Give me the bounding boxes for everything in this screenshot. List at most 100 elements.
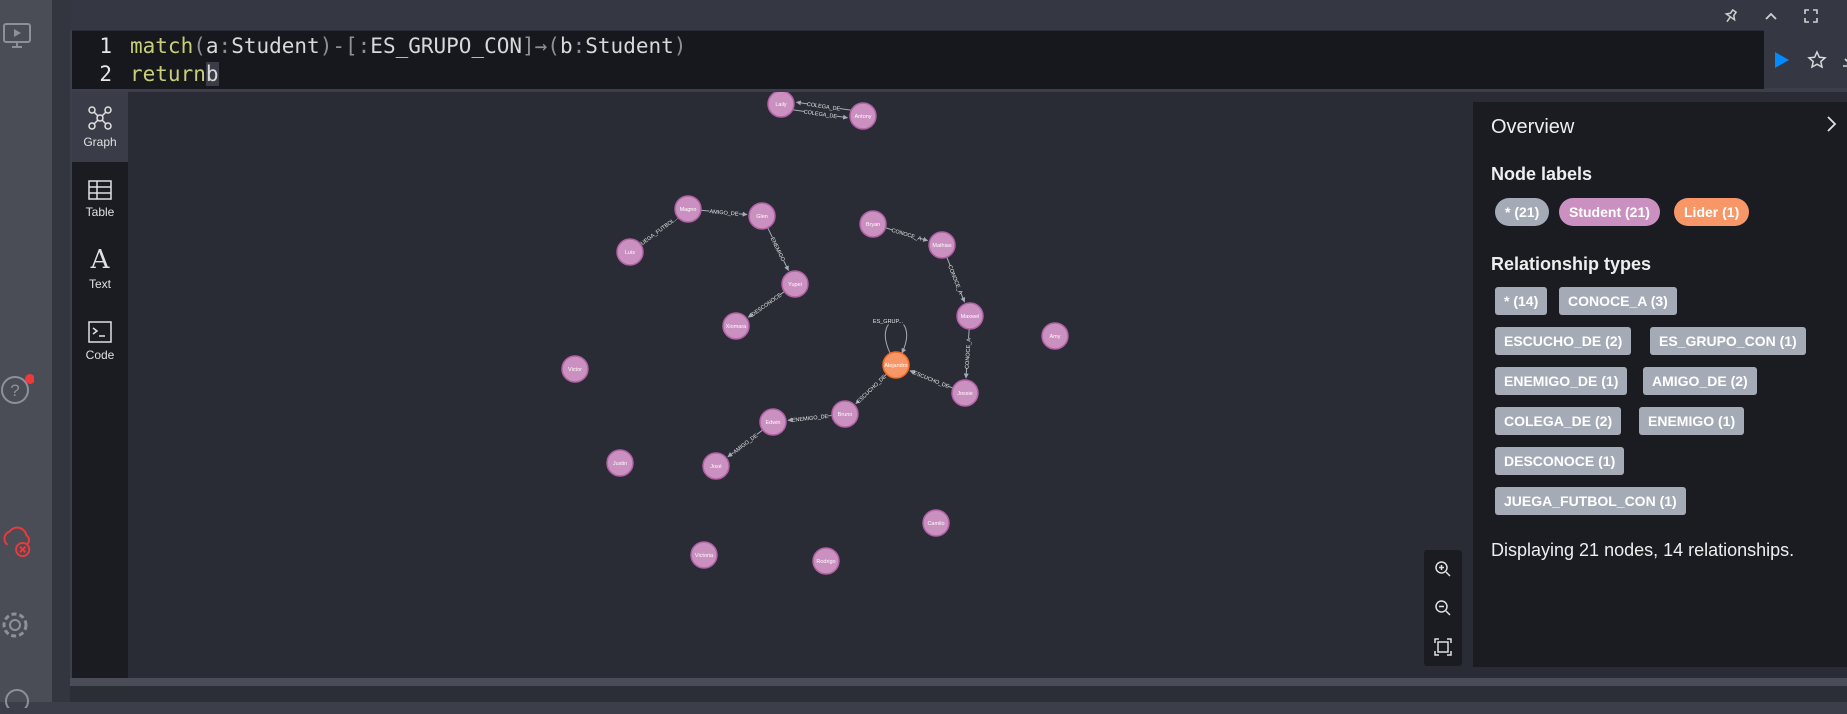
relationship-edge[interactable]: ES_GRUP... <box>870 317 908 354</box>
run-query-button[interactable] <box>1766 45 1796 75</box>
relationship-edge[interactable]: COLEGA_DE <box>793 107 849 120</box>
student-node[interactable]: Jossie <box>951 379 979 407</box>
relationship-type-tag[interactable]: ESCUCHO_DE (2) <box>1495 327 1632 355</box>
student-node[interactable]: Magno <box>674 195 702 223</box>
node-circle[interactable] <box>616 238 644 266</box>
node-circle[interactable] <box>956 302 984 330</box>
download-icon[interactable] <box>1834 45 1847 75</box>
node-circle[interactable] <box>849 102 877 130</box>
punctuation-token: ]→( <box>522 34 560 58</box>
node-circle[interactable] <box>759 408 787 436</box>
student-node[interactable]: Justin <box>606 449 634 477</box>
node-circle[interactable] <box>1041 322 1069 350</box>
student-node[interactable]: Camilo <box>922 509 950 537</box>
student-node[interactable]: Victoria <box>690 541 718 569</box>
student-node[interactable]: Xiomara <box>722 312 750 340</box>
student-node[interactable]: Mathias <box>928 231 956 259</box>
student-node[interactable]: Bruno <box>831 400 859 428</box>
relationship-edge[interactable]: ENEMIGO <box>767 227 789 271</box>
graph-canvas[interactable]: COLEGA_DE COLEGA_DE AMIGO_DE JUEGA_FUTBOL..… <box>128 90 1472 678</box>
node-caption: Amy <box>1050 334 1061 340</box>
student-node[interactable]: Laily <box>767 90 795 118</box>
relationship-edge[interactable]: CONOCE_A <box>946 256 966 303</box>
relationship-type-tag[interactable]: COLEGA_DE (2) <box>1495 407 1622 435</box>
zoom-out-icon[interactable] <box>1424 589 1462 627</box>
collapse-chevron-icon[interactable] <box>1760 6 1782 26</box>
fit-to-screen-icon[interactable] <box>1424 628 1462 666</box>
query-editor[interactable]: 1 match (a: Student)-[: ES_GRUPO_CON]→(b: S… <box>72 30 1764 89</box>
punctuation-token: ) <box>673 34 687 58</box>
node-circle[interactable] <box>922 509 950 537</box>
relationship-edge[interactable]: AMIGO_DE <box>727 429 764 458</box>
node-circle[interactable] <box>561 355 589 383</box>
node-circle[interactable] <box>690 541 718 569</box>
node-caption: Mathias <box>932 243 952 249</box>
student-node[interactable]: Antony <box>849 102 877 130</box>
node-circle[interactable] <box>674 195 702 223</box>
relationship-edge[interactable]: ESCUCHO_DE <box>909 369 954 390</box>
relationship-type-tag[interactable]: AMIGO_DE (2) <box>1643 367 1757 395</box>
student-node[interactable]: Rodrigo <box>812 547 840 575</box>
student-node[interactable]: Yupei <box>781 270 809 298</box>
relationship-edge[interactable]: DESCONOCE <box>747 291 785 318</box>
relationship-type-tag[interactable]: ENEMIGO (1) <box>1639 407 1745 435</box>
node-label-all-pill[interactable]: * (21) <box>1495 198 1550 226</box>
student-node[interactable]: Bryan <box>859 210 887 238</box>
student-node[interactable]: Maxwel <box>956 302 984 330</box>
tab-text[interactable]: A Text <box>72 234 128 304</box>
favorite-star-icon[interactable] <box>1802 45 1832 75</box>
student-node[interactable]: Luis <box>616 238 644 266</box>
code-line-1[interactable]: 1 match (a: Student)-[: ES_GRUPO_CON]→(b: S… <box>72 32 686 60</box>
relationship-edge[interactable]: JUEGA_FUTBOL... <box>635 212 682 250</box>
collapse-panel-chevron-icon[interactable] <box>1821 112 1841 136</box>
guides-icon[interactable] <box>0 18 34 52</box>
relationship-type-label: DESCONOCE <box>751 292 784 318</box>
student-node[interactable]: Edwin <box>759 408 787 436</box>
relationship-edge[interactable]: ENEMIGO_DE <box>787 412 833 424</box>
lider-node[interactable]: Alejandro <box>882 351 910 379</box>
code-icon <box>88 321 112 343</box>
node-circle[interactable] <box>831 400 859 428</box>
node-caption: Antony <box>854 114 871 120</box>
node-circle[interactable] <box>812 547 840 575</box>
relationship-type-tag[interactable]: ENEMIGO_DE (1) <box>1495 367 1628 395</box>
node-circle[interactable] <box>859 210 887 238</box>
node-circle[interactable] <box>606 449 634 477</box>
tab-label: Graph <box>83 135 117 149</box>
tab-table[interactable]: Table <box>72 164 128 234</box>
node-circle[interactable] <box>722 312 750 340</box>
node-circle[interactable] <box>748 202 776 230</box>
settings-gear-icon[interactable] <box>0 608 34 642</box>
disconnected-database-icon[interactable] <box>0 524 34 558</box>
node-circle[interactable] <box>928 231 956 259</box>
node-circle[interactable] <box>951 379 979 407</box>
pin-icon[interactable] <box>1720 6 1742 26</box>
tab-graph[interactable]: Graph <box>72 92 128 162</box>
node-circle[interactable] <box>702 452 730 480</box>
student-node[interactable]: Glen <box>748 202 776 230</box>
student-node[interactable]: José <box>702 452 730 480</box>
node-label-student-pill[interactable]: Student (21) <box>1559 198 1660 226</box>
relationship-edge[interactable]: AMIGO_DE <box>700 207 748 218</box>
node-circle[interactable] <box>882 351 910 379</box>
relationship-edge[interactable]: COLEGA_DE <box>795 100 851 113</box>
relationship-edge[interactable]: CONOCE_A <box>885 226 929 243</box>
relationship-type-tag[interactable]: ES_GRUPO_CON (1) <box>1650 327 1806 355</box>
zoom-in-icon[interactable] <box>1424 550 1462 588</box>
relationship-type-tag[interactable]: * (14) <box>1495 287 1548 315</box>
node-circle[interactable] <box>781 270 809 298</box>
node-label-lider-pill[interactable]: Lider (1) <box>1674 198 1750 226</box>
about-icon[interactable] <box>0 680 34 714</box>
help-icon[interactable]: ? <box>0 373 34 407</box>
relationship-edge[interactable]: CONOCE_A <box>963 328 973 379</box>
student-node[interactable]: Amy <box>1041 322 1069 350</box>
relationship-type-tag[interactable]: DESCONOCE (1) <box>1495 447 1625 475</box>
relationship-edge[interactable]: ESCUCHO_DE <box>855 373 888 405</box>
student-node[interactable]: Victor <box>561 355 589 383</box>
relationship-type-tag[interactable]: JUEGA_FUTBOL_CON (1) <box>1495 487 1686 515</box>
code-line-2[interactable]: 2 return b <box>72 60 219 88</box>
tab-code[interactable]: Code <box>72 306 128 376</box>
fullscreen-icon[interactable] <box>1800 6 1822 26</box>
relationship-type-tag[interactable]: CONOCE_A (3) <box>1559 287 1677 315</box>
